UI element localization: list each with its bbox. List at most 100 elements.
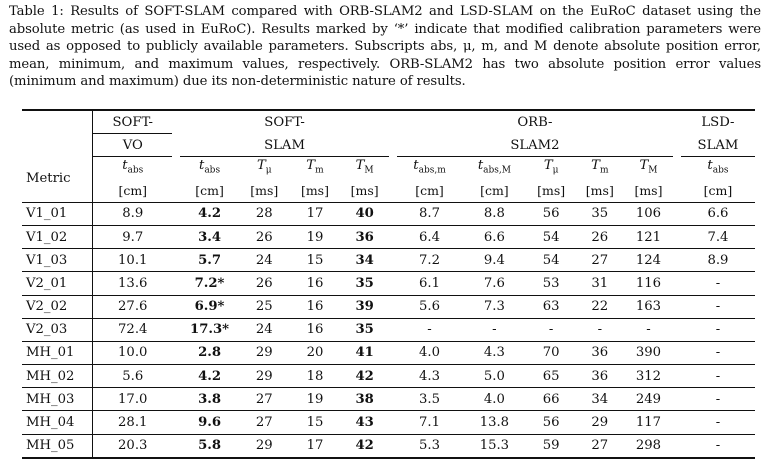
column-gap — [388, 224, 398, 249]
table-cell: - — [575, 317, 625, 342]
table-cell: 15 — [289, 410, 341, 435]
column-gap — [172, 201, 181, 226]
table-cell: 26 — [238, 271, 290, 295]
table-cell: 249 — [624, 387, 673, 411]
table-row: MH_04 28.1 9.6 27 15 43 7.1 13.8 56 29 117- — [22, 410, 755, 435]
table-cell: - — [680, 317, 755, 342]
table-cell: 29 — [238, 340, 290, 365]
table-row: V1_01 8.9 4.2 28 17 40 8.7 8.8 56 35 106 6.6 — [22, 201, 755, 226]
table-cell: 29 — [238, 364, 290, 388]
header-row-groups-2: VO SLAM SLAM2 SLAM — [22, 133, 755, 158]
column-gap — [172, 317, 181, 342]
table-cell: 8.8 — [461, 201, 527, 226]
row-label: MH_03 — [22, 387, 93, 411]
row-label: MH_04 — [22, 410, 93, 435]
table-row: V2_01 13.6 7.2* 26 16 35 6.1 7.6 53 31 116- — [22, 271, 755, 295]
header-row-groups: SOFT- SOFT- ORB- LSD- — [22, 109, 755, 135]
table-cell: 53 — [526, 271, 576, 295]
table-cell: - — [461, 317, 527, 342]
table-cell: 10.1 — [92, 248, 173, 272]
column-gap — [672, 271, 681, 295]
table-cell: - — [624, 317, 673, 342]
table-cell: 298 — [624, 433, 673, 459]
table-cell: 17 — [289, 433, 341, 459]
table-cell: 34 — [340, 248, 389, 272]
table-cell: 3.5 — [397, 387, 462, 411]
table-cell: 8.7 — [397, 201, 462, 226]
table-cell: - — [526, 317, 576, 342]
table-cell: 17.0 — [92, 387, 173, 411]
table-cell: 5.6 — [92, 364, 173, 388]
group-soft-slam-line1: SOFT- — [180, 109, 389, 134]
table-cell: 39 — [340, 294, 389, 319]
table-cell: 65 — [526, 364, 576, 388]
table-cell: 72.4 — [92, 317, 173, 342]
table-cell: 28 — [238, 201, 290, 226]
table-cell: 31 — [575, 271, 625, 295]
table-cell: 117 — [624, 410, 673, 435]
table-cell: 29 — [575, 410, 625, 435]
column-gap — [672, 433, 681, 459]
table-cell: 27.6 — [92, 294, 173, 319]
table-cell: 124 — [624, 248, 673, 272]
table-cell: 16 — [289, 271, 341, 295]
row-label: V2_02 — [22, 294, 93, 319]
table-cell: 4.0 — [461, 387, 527, 411]
table-cell: 54 — [526, 224, 576, 249]
table-cell: 7.1 — [397, 410, 462, 435]
column-gap — [388, 248, 398, 272]
table-cell: - — [680, 364, 755, 388]
table-cell: 15 — [289, 248, 341, 272]
table-cell: 36 — [575, 364, 625, 388]
header-row-symbols: Metric tabs tabs Tμ Tm TM tabs,m tabs,M … — [22, 156, 755, 186]
column-gap — [172, 271, 181, 295]
table-cell: 6.1 — [397, 271, 462, 295]
column-gap — [672, 201, 681, 226]
table-cell: 5.7 — [180, 248, 239, 272]
table-row: MH_01 10.0 2.8 29 20 41 4.0 4.3 70 36 390- — [22, 340, 755, 365]
header-blank — [22, 109, 93, 134]
column-gap — [388, 201, 398, 226]
table-cell: 41 — [340, 340, 389, 365]
table-cell: 24 — [238, 317, 290, 342]
table-cell: 70 — [526, 340, 576, 365]
table-cell: - — [680, 410, 755, 435]
column-gap — [672, 317, 681, 342]
group-soft-slam-line2: SLAM — [180, 133, 389, 158]
column-gap — [672, 294, 681, 319]
table-cell: 28.1 — [92, 410, 173, 435]
table-cell: 38 — [340, 387, 389, 411]
column-gap — [388, 271, 398, 295]
table-cell: 116 — [624, 271, 673, 295]
row-label: MH_01 — [22, 340, 93, 365]
table-cell: 4.3 — [461, 340, 527, 365]
table-cell: 29 — [238, 433, 290, 459]
table-cell: 9.6 — [180, 410, 239, 435]
row-label: V2_03 — [22, 317, 93, 342]
table-cell: 20 — [289, 340, 341, 365]
table-cell: 6.6 — [680, 201, 755, 226]
table-row: V2_02 27.6 6.9* 25 16 39 5.6 7.3 63 22 163- — [22, 294, 755, 319]
table-cell: 22 — [575, 294, 625, 319]
table-cell: 19 — [289, 224, 341, 249]
table-cell: 43 — [340, 410, 389, 435]
group-orb-slam2-line2: SLAM2 — [397, 133, 673, 158]
table-cell: 8.9 — [680, 248, 755, 272]
table-cell: 42 — [340, 364, 389, 388]
column-gap — [672, 410, 681, 435]
column-gap — [172, 340, 181, 365]
table-cell: 36 — [575, 340, 625, 365]
column-gap — [672, 387, 681, 411]
table-cell: 13.8 — [461, 410, 527, 435]
metric-header: Metric — [26, 171, 71, 187]
table-cell: 163 — [624, 294, 673, 319]
table-cell: 106 — [624, 201, 673, 226]
table-cell: - — [680, 387, 755, 411]
row-label: V1_02 — [22, 224, 93, 249]
table-row: V2_03 72.4 17.3* 24 16 35- - - - - - — [22, 317, 755, 342]
table-caption: Table 1: Results of SOFT-SLAM compared w… — [9, 4, 761, 90]
column-gap — [672, 224, 681, 249]
table-cell: 59 — [526, 433, 576, 459]
row-label: V2_01 — [22, 271, 93, 295]
table-cell: 390 — [624, 340, 673, 365]
